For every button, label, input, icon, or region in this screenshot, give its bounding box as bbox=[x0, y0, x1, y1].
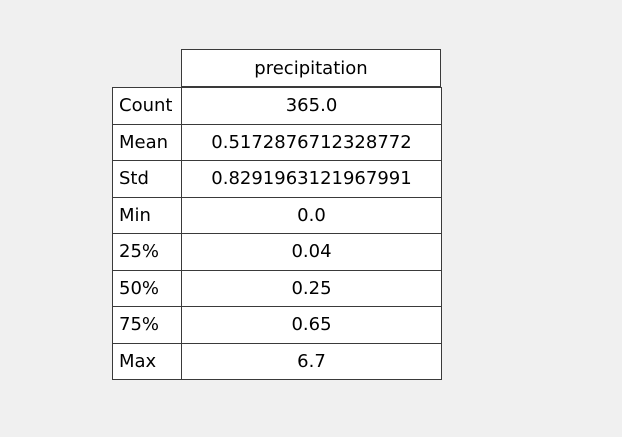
row-value: 0.0 bbox=[181, 196, 442, 234]
table-row-25-percent: 25% 0.04 bbox=[112, 233, 442, 271]
row-value: 0.25 bbox=[181, 269, 442, 307]
row-label: Min bbox=[112, 196, 182, 234]
table-row-mean: Mean 0.5172876712328772 bbox=[112, 123, 442, 161]
row-label: 75% bbox=[112, 306, 182, 344]
table-row-std: Std 0.8291963121967991 bbox=[112, 160, 442, 198]
table-row-max: Max 6.7 bbox=[112, 342, 442, 380]
column-header-precipitation: precipitation bbox=[181, 49, 441, 87]
row-label: Mean bbox=[112, 123, 182, 161]
table-row-count: Count 365.0 bbox=[112, 87, 442, 125]
table-row-75-percent: 75% 0.65 bbox=[112, 306, 442, 344]
table-row-min: Min 0.0 bbox=[112, 196, 442, 234]
table-row-50-percent: 50% 0.25 bbox=[112, 269, 442, 307]
row-label: Max bbox=[112, 342, 182, 380]
row-value: 365.0 bbox=[181, 87, 442, 125]
row-value: 0.5172876712328772 bbox=[181, 123, 442, 161]
row-label: Std bbox=[112, 160, 182, 198]
row-value: 6.7 bbox=[181, 342, 442, 380]
row-value: 0.65 bbox=[181, 306, 442, 344]
row-label: 50% bbox=[112, 269, 182, 307]
row-value: 0.8291963121967991 bbox=[181, 160, 442, 198]
row-value: 0.04 bbox=[181, 233, 442, 271]
row-label: 25% bbox=[112, 233, 182, 271]
row-label: Count bbox=[112, 87, 182, 125]
summary-statistics-table: Count 365.0 Mean 0.5172876712328772 Std … bbox=[112, 87, 442, 380]
